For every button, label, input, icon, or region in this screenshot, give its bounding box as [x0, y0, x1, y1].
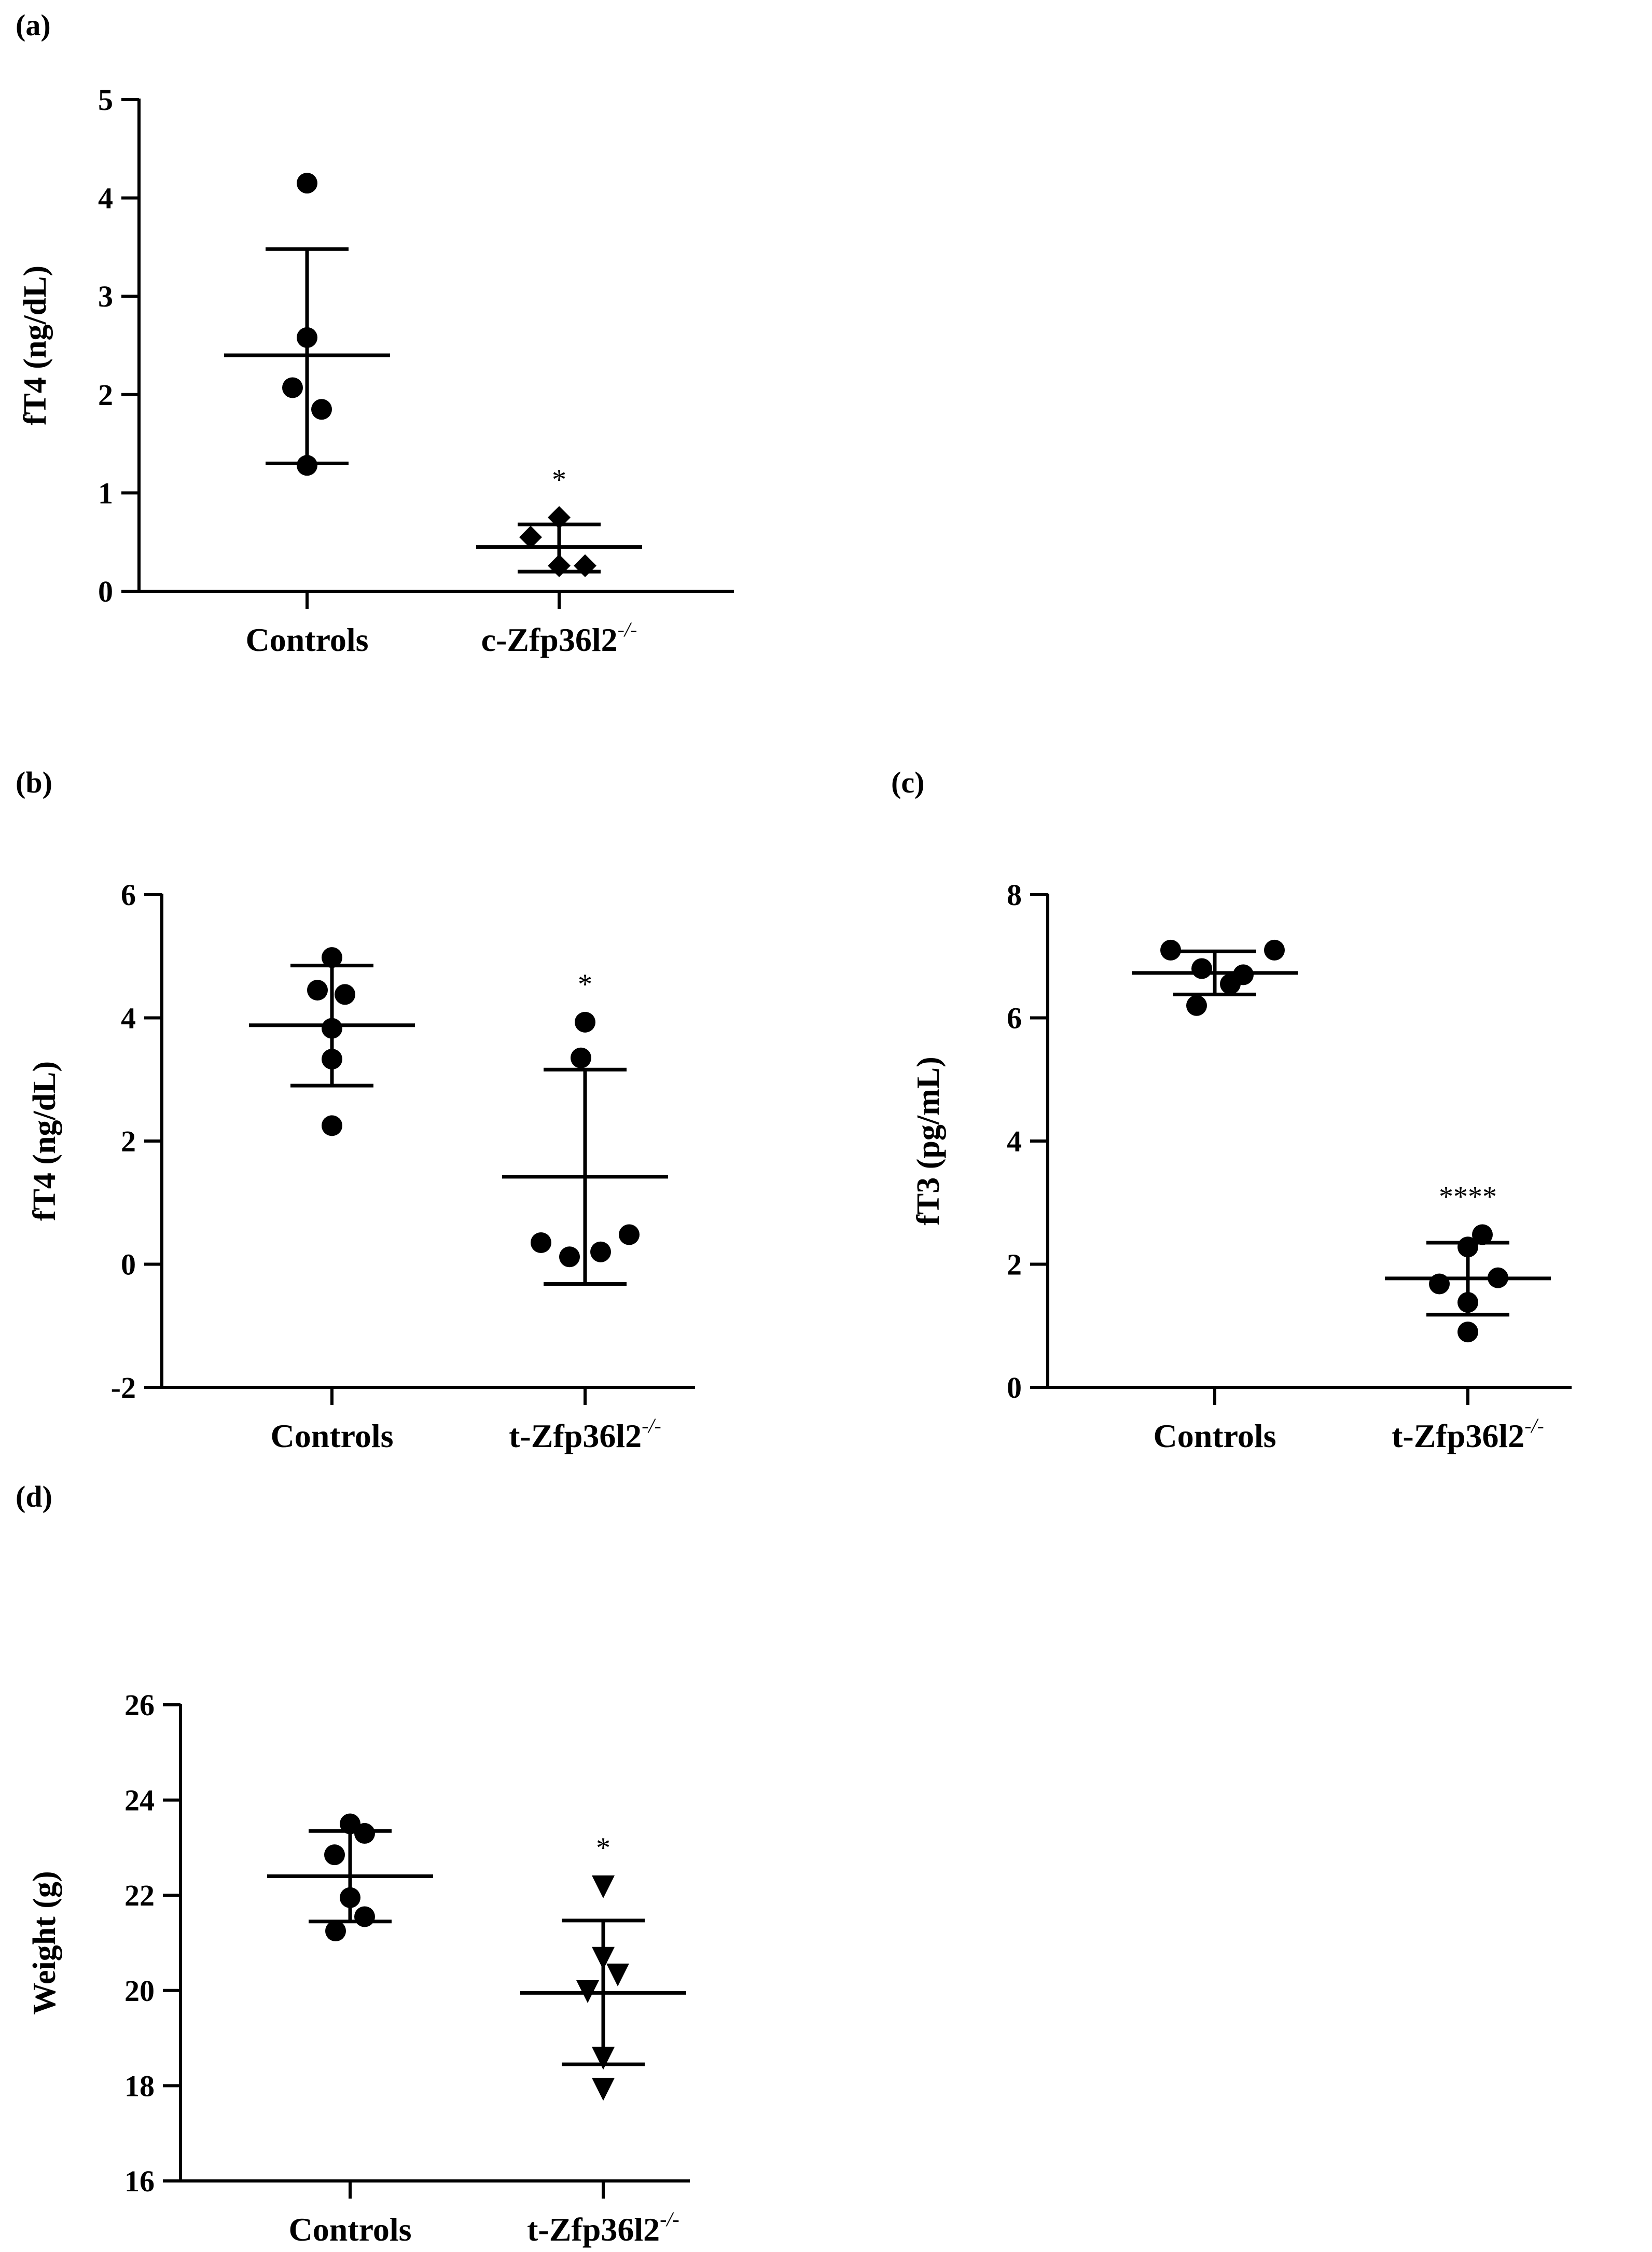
y-tick-label: 24: [124, 1784, 155, 1817]
data-point: [576, 1980, 599, 2003]
data-point: [559, 1246, 580, 1268]
data-point: [1457, 1236, 1478, 1258]
data-point: [531, 1232, 551, 1253]
panel-label: (b): [16, 766, 52, 799]
data-point: [322, 947, 342, 968]
y-axis-label: fT3 (pg/mL): [911, 1057, 946, 1226]
significance-marker: *: [578, 968, 592, 1000]
data-point: [297, 455, 317, 476]
y-axis-label: Weight (g): [27, 1871, 62, 2014]
data-point: [324, 1844, 345, 1866]
data-point: [1264, 939, 1285, 961]
x-tick-label: Controls: [245, 621, 368, 658]
y-tick-label: 0: [1007, 1371, 1022, 1405]
x-tick-label: t-Zfp36l2-/-: [527, 2207, 679, 2248]
data-point: [574, 554, 596, 577]
y-tick-label: 22: [124, 1879, 155, 1912]
y-tick-label: 0: [121, 1248, 136, 1282]
data-point: [307, 980, 328, 1001]
x-tick-label: Controls: [1153, 1417, 1276, 1454]
y-tick-label: 26: [124, 1688, 155, 1722]
y-axis-label: fT4 (ng/dL): [27, 1061, 62, 1221]
data-point: [619, 1224, 640, 1245]
chart-panel-1: (a) 0 1 2 3 4 5 fT4 (ng/dL) Controls c-Zfp36l2-/-…: [16, 8, 734, 658]
data-point: [592, 1875, 615, 1899]
chart-panel-2: (b) -2 0 2 4 6 fT4 (ng/dL) Controls t-Zfp36l2-/-…: [16, 766, 695, 1454]
data-point: [335, 984, 355, 1005]
y-tick-label: 1: [98, 476, 113, 510]
y-tick-label: 5: [98, 83, 113, 117]
data-point: [592, 2078, 615, 2101]
significance-marker: ****: [1439, 1181, 1497, 1213]
y-tick-label: -2: [111, 1371, 136, 1405]
data-point: [519, 525, 542, 549]
data-point: [1488, 1267, 1508, 1288]
panel-label: (a): [16, 8, 51, 42]
data-point: [340, 1887, 360, 1908]
y-tick-label: 2: [121, 1124, 136, 1158]
data-point: [590, 1241, 611, 1262]
x-tick-label: t-Zfp36l2-/-: [1392, 1414, 1544, 1454]
data-point: [548, 554, 571, 577]
y-tick-label: 3: [98, 280, 113, 313]
y-tick-label: 18: [124, 2069, 155, 2103]
y-tick-label: 6: [121, 878, 136, 912]
y-tick-label: 2: [98, 378, 113, 412]
y-tick-label: 0: [98, 575, 113, 608]
data-point: [1191, 958, 1212, 979]
data-point: [1457, 1322, 1478, 1343]
data-point: [1233, 964, 1254, 985]
data-point: [548, 506, 571, 529]
chart-panel-3: (c) 0 2 4 6 8 fT3 (pg/mL) Controls t-Zfp36l2-/- *…: [891, 766, 1572, 1454]
panel-label: (c): [891, 766, 924, 799]
data-point: [282, 377, 303, 398]
y-tick-label: 2: [1007, 1248, 1022, 1282]
data-point: [322, 1049, 342, 1070]
data-point: [322, 1115, 342, 1136]
x-tick-label: c-Zfp36l2-/-: [481, 618, 637, 658]
y-tick-label: 6: [1007, 1002, 1022, 1035]
data-point: [297, 173, 317, 194]
data-point: [354, 1906, 375, 1927]
data-point: [575, 1011, 595, 1033]
y-axis-label: fT4 (ng/dL): [18, 266, 53, 425]
data-point: [297, 327, 317, 348]
x-tick-label: t-Zfp36l2-/-: [509, 1414, 661, 1454]
y-tick-label: 4: [1007, 1124, 1022, 1158]
x-tick-label: Controls: [270, 1417, 393, 1454]
data-point: [311, 399, 332, 420]
x-tick-label: Controls: [288, 2211, 411, 2248]
chart-panel-4: (d) 16 18 20 22 24 26 Weight (g) Controls t-Zfp36…: [16, 1480, 690, 2248]
panel-label: (d): [16, 1480, 52, 1513]
data-point: [592, 1947, 615, 1970]
data-point: [592, 2047, 615, 2070]
significance-marker: *: [596, 1832, 610, 1864]
data-point: [322, 1018, 342, 1039]
data-point: [325, 1921, 346, 1942]
data-point: [1429, 1273, 1450, 1295]
data-point: [1457, 1292, 1478, 1313]
data-point: [1160, 939, 1181, 961]
data-point: [1472, 1224, 1493, 1245]
data-point: [354, 1823, 375, 1844]
significance-marker: *: [552, 464, 566, 496]
y-tick-label: 4: [98, 182, 113, 215]
y-tick-label: 4: [121, 1002, 136, 1035]
y-tick-label: 8: [1007, 878, 1022, 912]
y-tick-label: 16: [124, 2164, 155, 2198]
data-point: [1186, 995, 1207, 1016]
data-point: [571, 1047, 591, 1068]
y-tick-label: 20: [124, 1974, 155, 2008]
data-point: [606, 1963, 629, 1986]
